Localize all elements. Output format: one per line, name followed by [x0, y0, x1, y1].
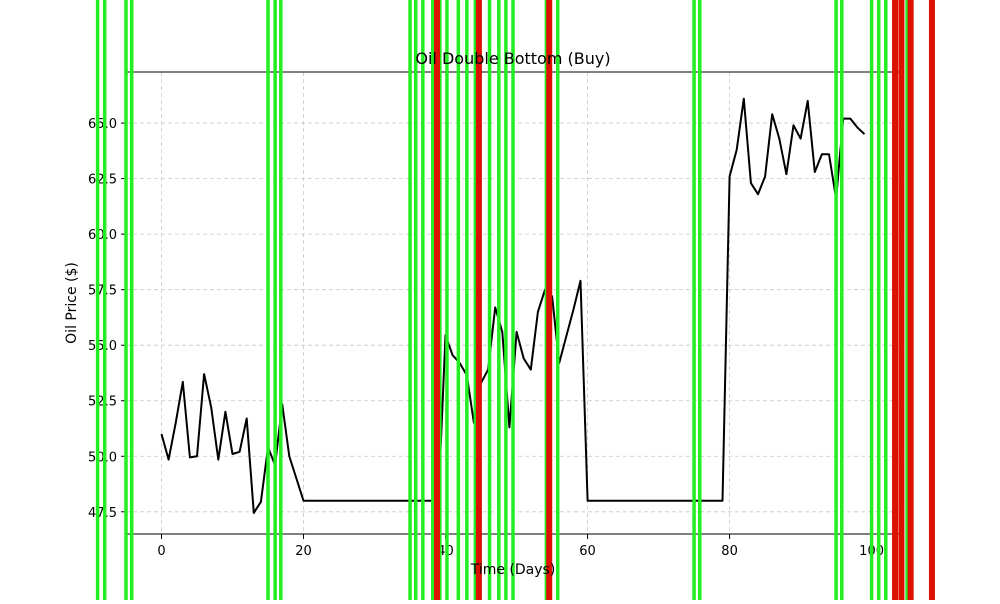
axis-ticks: 02040608010047.550.052.555.057.560.062.5…	[88, 117, 884, 559]
y-axis-label: Oil Price ($)	[64, 262, 80, 344]
y-tick-label: 55.0	[88, 339, 117, 354]
y-tick-label: 65.0	[88, 117, 117, 132]
y-tick-label: 62.5	[88, 173, 117, 188]
y-tick-label: 50.0	[88, 450, 117, 465]
chart-title: Oil Double Bottom (Buy)	[415, 49, 610, 68]
signal-lines	[95, 0, 935, 600]
x-tick-label: 60	[579, 544, 596, 559]
x-tick-label: 0	[157, 544, 165, 559]
x-axis-label: Time (Days)	[470, 562, 556, 578]
y-tick-label: 52.5	[88, 395, 117, 410]
y-tick-label: 57.5	[88, 284, 117, 299]
y-tick-label: 60.0	[88, 228, 117, 243]
y-tick-label: 47.5	[88, 506, 117, 521]
x-tick-label: 80	[721, 544, 738, 559]
x-tick-label: 20	[295, 544, 312, 559]
